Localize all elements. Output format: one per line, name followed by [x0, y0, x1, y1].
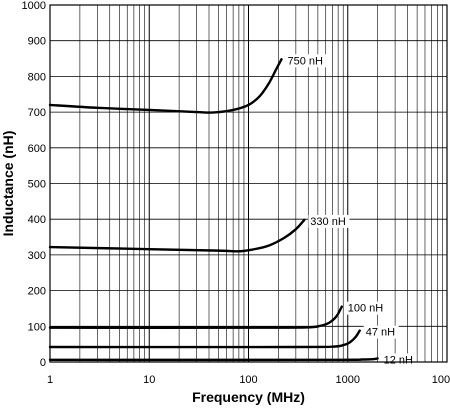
series-line-4: [48, 357, 379, 362]
y-tick-label: 800: [28, 71, 46, 83]
series-label-bg: [345, 301, 387, 315]
series-line-3: [48, 329, 361, 349]
x-tick-label: 10: [143, 374, 155, 386]
x-tick-label: 1000: [336, 374, 360, 386]
y-tick-label: 200: [28, 286, 46, 298]
series-label: 100 nH: [348, 303, 384, 315]
series-layer: [48, 58, 379, 362]
x-tick-label: 100: [239, 374, 257, 386]
series-line-0: [48, 58, 283, 114]
series-label: 330 nH: [310, 216, 346, 228]
y-axis-title: Inductance (nH): [0, 131, 16, 237]
y-tick-label: 100: [28, 321, 46, 333]
series-label: 47 nH: [366, 327, 395, 339]
series-line-2: [48, 305, 343, 329]
y-tick-label: 300: [28, 250, 46, 262]
y-tick-label: 500: [28, 179, 46, 191]
y-tick-label: 600: [28, 143, 46, 155]
y-tick-label: 1000: [22, 0, 46, 12]
series-label-bg: [381, 353, 417, 367]
x-tick-label: 10000: [432, 374, 450, 386]
x-axis-title: Frequency (MHz): [192, 389, 305, 405]
x-tick-label: 1: [47, 374, 53, 386]
series-label: 750 nH: [287, 55, 323, 67]
y-tick-label: 0: [40, 357, 46, 369]
series-label: 12 nH: [384, 354, 413, 366]
grid-layer: [50, 5, 447, 362]
y-tick-label: 700: [28, 107, 46, 119]
series-label-bg: [308, 214, 350, 228]
series-line-1: [48, 218, 306, 253]
series-label-bg: [285, 54, 327, 68]
plot-frame: [49, 4, 448, 363]
y-tick-label: 400: [28, 214, 46, 226]
labels-layer: 1 10 100 1000 10000 0 100 200 300 400 500 600 700 800…: [22, 0, 450, 386]
y-tick-label: 900: [28, 36, 46, 48]
series-label-bg: [363, 325, 399, 339]
